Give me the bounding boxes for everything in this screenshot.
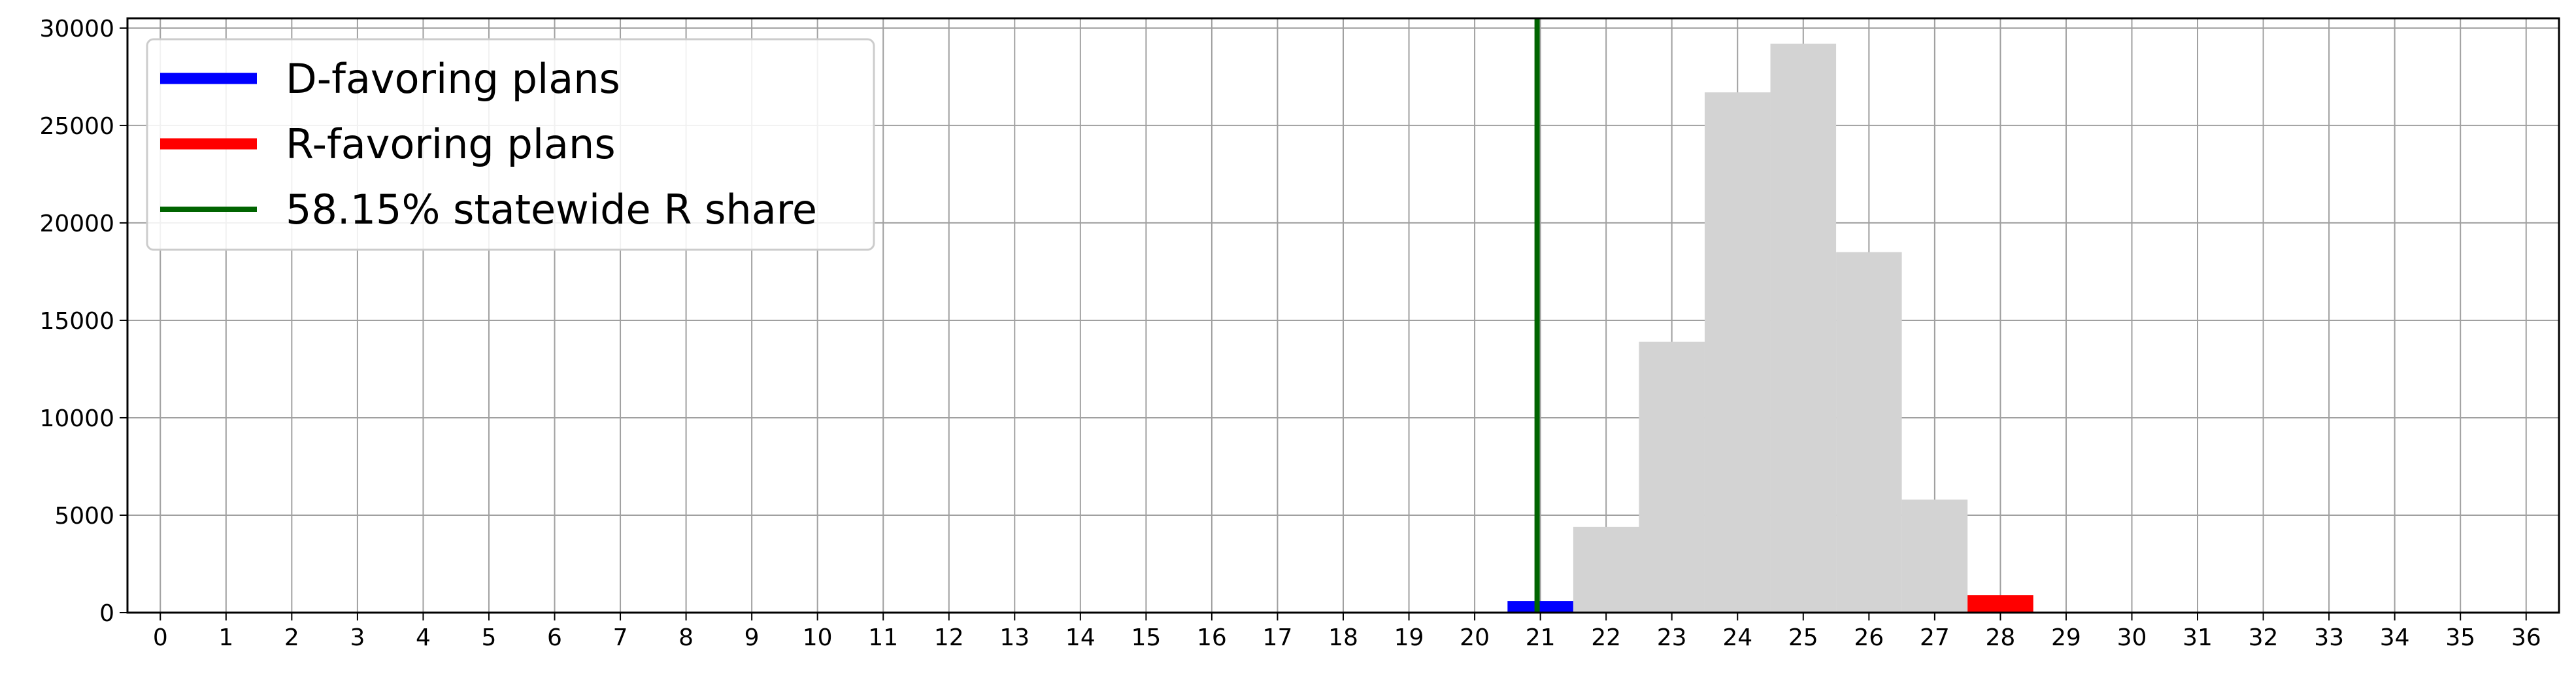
bar-ensemble-27 (1901, 500, 1968, 613)
x-tick-label: 35 (2445, 624, 2475, 651)
bar-ensemble-23 (1639, 341, 1705, 613)
y-tick-label: 30000 (39, 16, 114, 42)
legend-label: 58.15% statewide R share (286, 186, 817, 233)
x-tick-label: 17 (1263, 624, 1293, 651)
legend: D-favoring plans R-favoring plans 58.15% s… (146, 38, 875, 251)
legend-label: R-favoring plans (286, 120, 616, 168)
x-tick-label: 22 (1591, 624, 1621, 651)
x-tick-label: 23 (1657, 624, 1687, 651)
x-tick-label: 30 (2117, 624, 2147, 651)
y-tick-label: 5000 (54, 503, 114, 530)
x-tick-label: 11 (868, 624, 898, 651)
x-tick-label: 19 (1394, 624, 1424, 651)
y-tick-label: 15000 (39, 308, 114, 335)
x-tick-label: 16 (1197, 624, 1227, 651)
x-tick-label: 1 (218, 624, 233, 651)
x-tick-label: 34 (2380, 624, 2410, 651)
x-tick-label: 21 (1526, 624, 1556, 651)
x-tick-label: 32 (2249, 624, 2279, 651)
x-tick-label: 25 (1788, 624, 1818, 651)
tick-layer: 0 1 2 3 4 5 6 7 8 9 10 11 12 13 14 15 16 17 18 19 20 21 22 23 24… (39, 16, 2541, 651)
x-tick-label: 6 (547, 624, 562, 651)
bar-ensemble-25 (1770, 43, 1837, 613)
x-tick-label: 7 (613, 624, 628, 651)
x-tick-label: 2 (284, 624, 299, 651)
x-tick-label: 33 (2314, 624, 2344, 651)
bar-d-favoring-plans-21 (1507, 601, 1573, 613)
legend-box (146, 38, 875, 251)
x-tick-label: 9 (744, 624, 760, 651)
x-tick-label: 24 (1722, 624, 1752, 651)
bar-ensemble-22 (1573, 526, 1639, 613)
y-tick-label: 0 (99, 600, 114, 627)
x-tick-label: 0 (153, 624, 168, 651)
x-tick-label: 8 (678, 624, 694, 651)
x-tick-label: 13 (999, 624, 1029, 651)
x-tick-label: 28 (1985, 624, 2015, 651)
x-tick-label: 10 (803, 624, 833, 651)
x-tick-label: 31 (2183, 624, 2213, 651)
bar-ensemble-24 (1704, 92, 1771, 613)
y-tick-label: 10000 (39, 405, 114, 432)
bar-ensemble-26 (1836, 252, 1902, 613)
bar-layer (1507, 43, 2099, 613)
x-tick-label: 36 (2511, 624, 2541, 651)
x-tick-label: 5 (482, 624, 497, 651)
bar-r-favoring-plans-28 (1967, 595, 2033, 613)
x-tick-label: 18 (1328, 624, 1358, 651)
x-tick-label: 14 (1065, 624, 1096, 651)
y-tick-label: 25000 (39, 113, 114, 140)
x-tick-label: 29 (2051, 624, 2081, 651)
x-tick-label: 4 (416, 624, 431, 651)
x-tick-label: 3 (350, 624, 365, 651)
x-tick-label: 20 (1460, 624, 1490, 651)
legend-label: D-favoring plans (286, 55, 620, 103)
x-tick-label: 27 (1920, 624, 1950, 651)
x-tick-label: 15 (1131, 624, 1161, 651)
x-tick-label: 12 (934, 624, 964, 651)
y-tick-label: 20000 (39, 211, 114, 237)
x-tick-label: 26 (1854, 624, 1884, 651)
